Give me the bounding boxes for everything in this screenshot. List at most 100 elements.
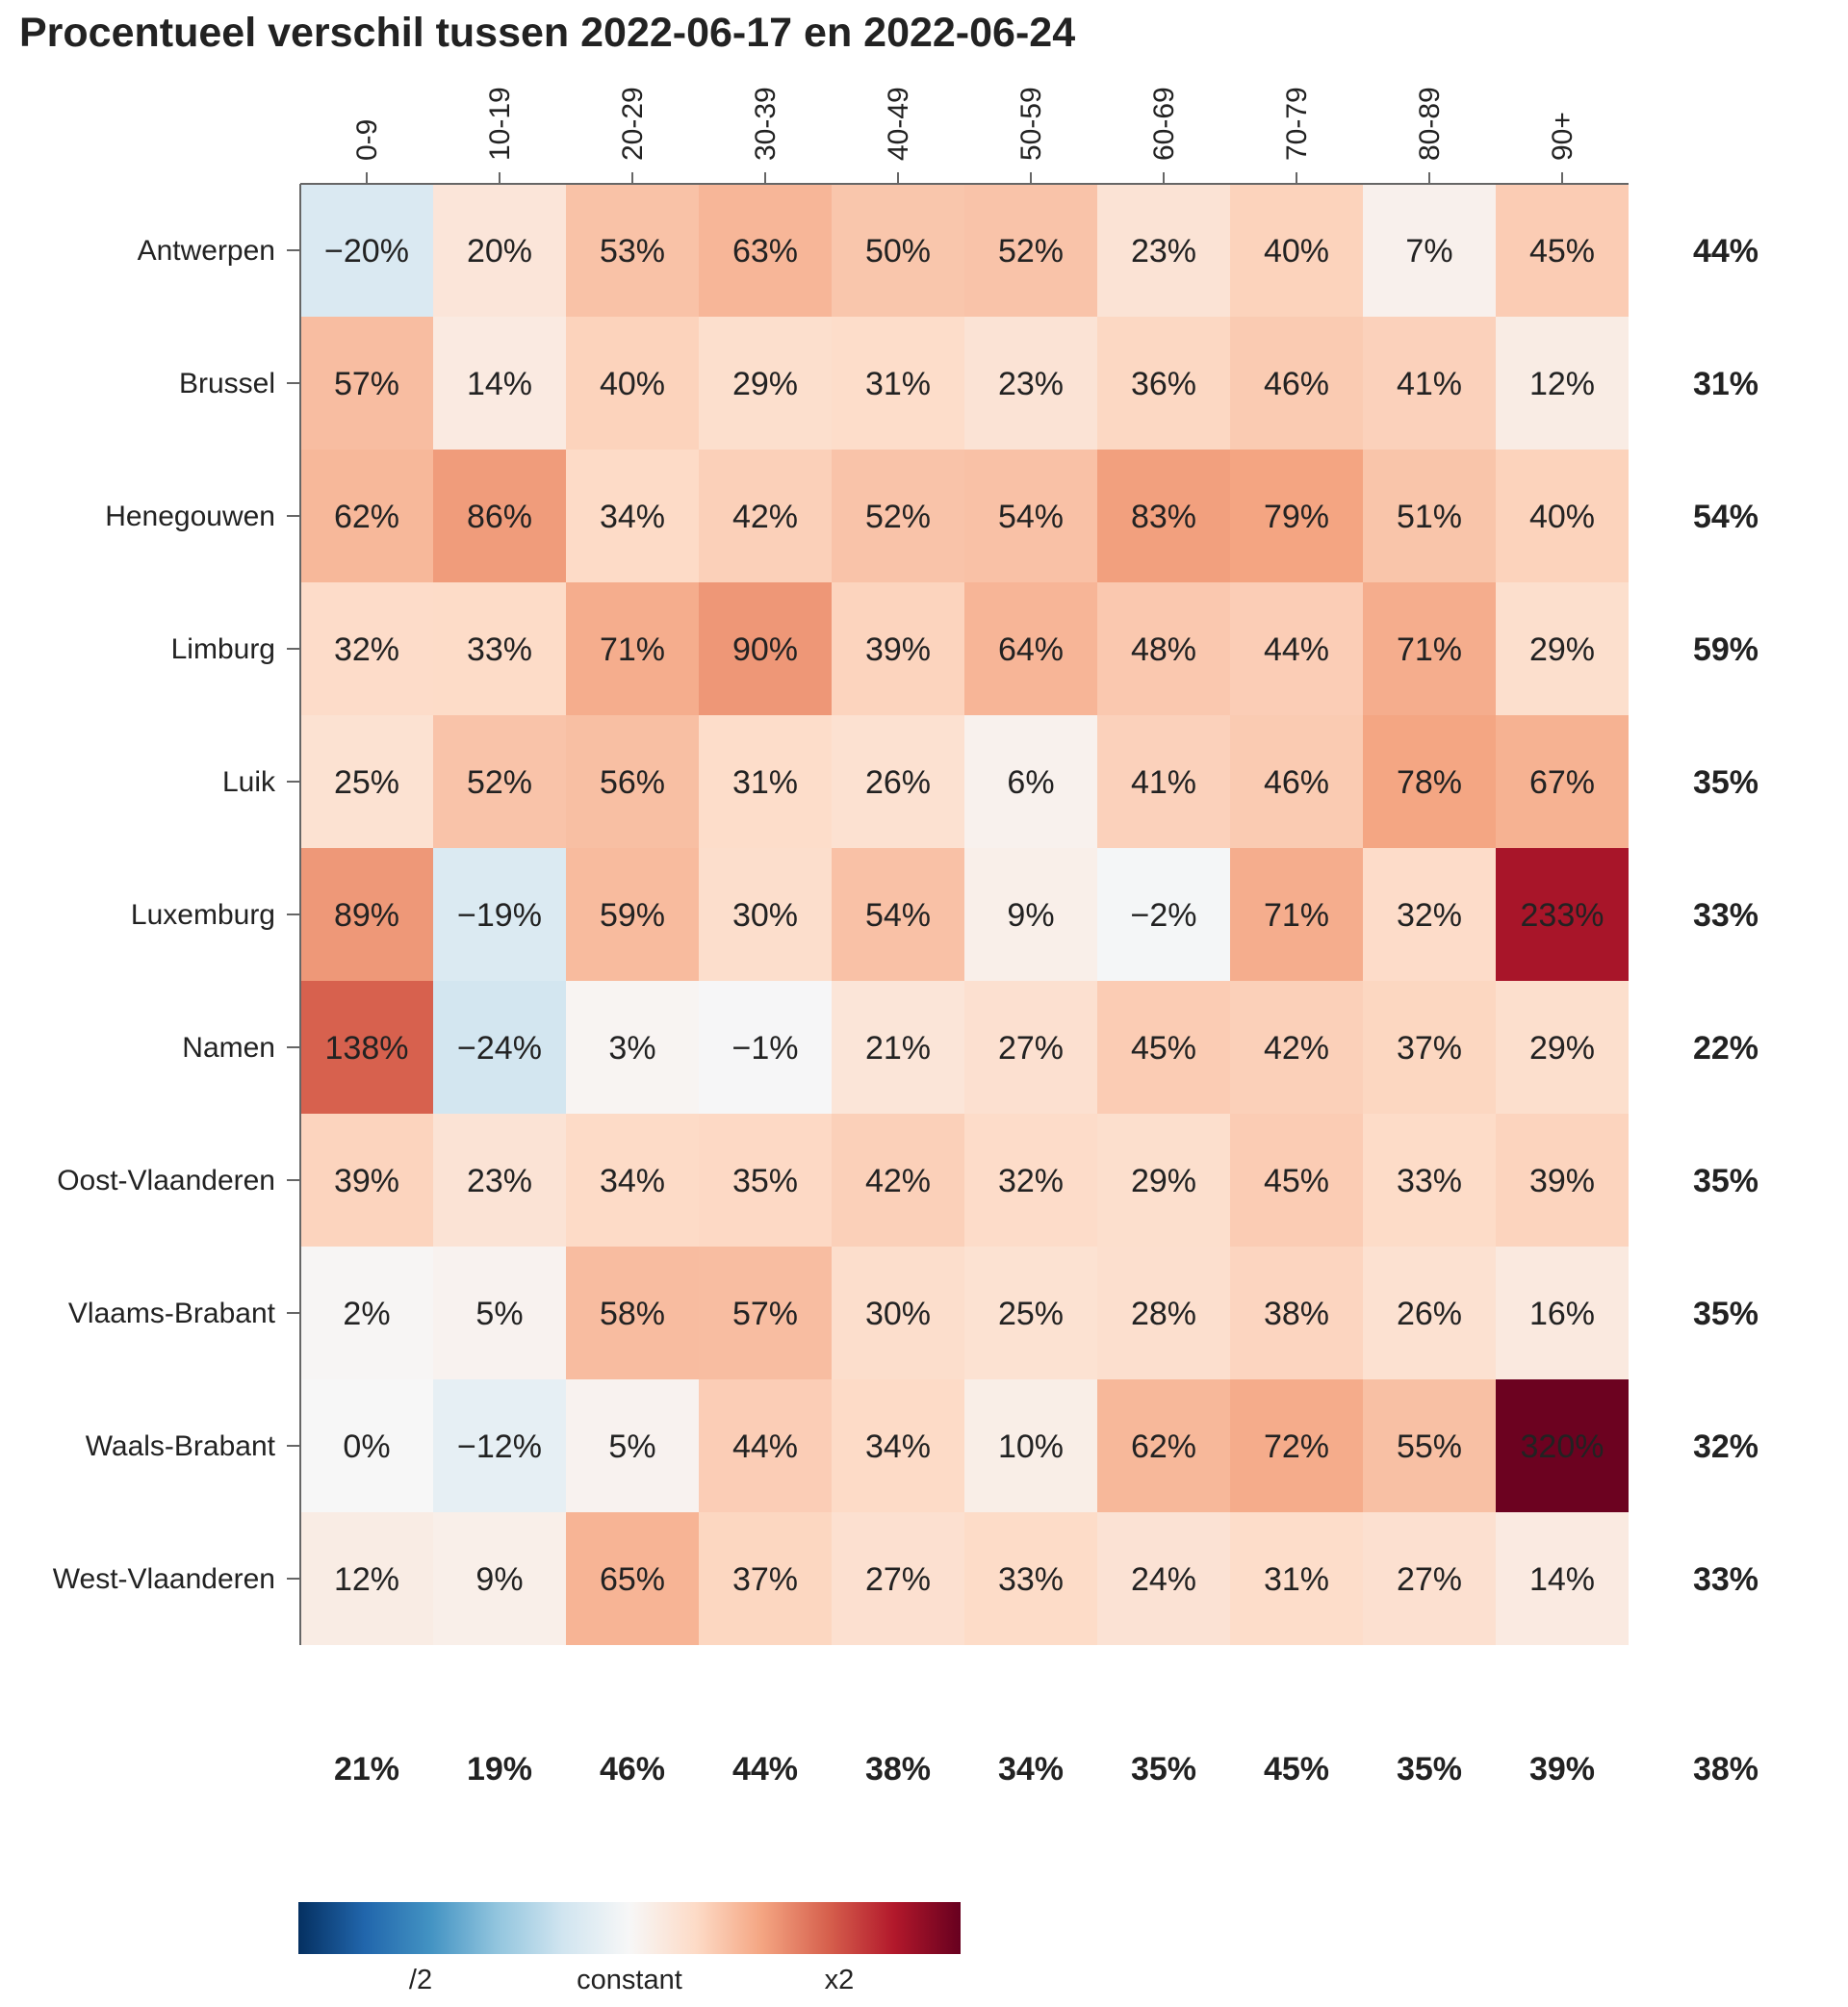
cell-value-label: 40%: [1529, 499, 1595, 535]
heatmap-cell: [1496, 184, 1629, 317]
column-total-label: 39%: [1529, 1751, 1595, 1788]
row-label: Brussel: [179, 368, 275, 399]
column-label: 90+: [1547, 112, 1578, 161]
heatmap-cell: [433, 582, 566, 715]
cell-value-label: 40%: [1264, 233, 1329, 270]
cell-value-label: −19%: [457, 897, 542, 934]
heatmap-cell: [1496, 1379, 1629, 1512]
cell-value-label: 36%: [1131, 366, 1196, 402]
grand-total: 38%: [1693, 1751, 1758, 1788]
row-total-label: 32%: [1693, 1428, 1758, 1465]
column-total-label: 34%: [998, 1751, 1064, 1788]
row-labels: Antwerpen Brussel Henegouwen Limburg Luik Lux…: [53, 235, 276, 1595]
heatmap-cells: −20% 20% 53% 63% 50% 52% 23% 40% 7% 45% 57% 14% 40% 2…: [300, 184, 1629, 1645]
cell-value-label: 25%: [998, 1296, 1064, 1332]
cell-value-label: 51%: [1397, 499, 1462, 535]
heatmap-cell: [433, 1247, 566, 1379]
cell-value-label: 29%: [732, 366, 798, 402]
cell-value-label: 39%: [1529, 1163, 1595, 1199]
heatmap-cell: [566, 1512, 699, 1645]
column-totals: 21% 19% 46% 44% 38% 34% 35% 45% 35% 39%: [334, 1751, 1595, 1788]
heatmap-cell: [1097, 1379, 1230, 1512]
heatmap-cell: [699, 317, 832, 450]
row-total-label: 22%: [1693, 1030, 1758, 1067]
heatmap-cell: [964, 1379, 1097, 1512]
heatmap-cell: [964, 848, 1097, 981]
cell-value-label: 32%: [334, 631, 399, 668]
row-label: Waals-Brabant: [86, 1430, 276, 1462]
heatmap-cell: [1230, 582, 1363, 715]
heatmap-cell: [1230, 1114, 1363, 1247]
cell-value-label: 58%: [600, 1296, 665, 1332]
cell-value-label: 138%: [325, 1030, 409, 1067]
cell-value-label: 16%: [1529, 1296, 1595, 1332]
heatmap-cell: [699, 582, 832, 715]
column-label: 50-59: [1015, 87, 1047, 161]
cell-value-label: 31%: [1264, 1561, 1329, 1598]
cell-value-label: 86%: [467, 499, 532, 535]
heatmap-cell: [300, 450, 433, 582]
cell-value-label: 24%: [1131, 1561, 1196, 1598]
cell-value-label: 53%: [600, 233, 665, 270]
heatmap-cell: [699, 184, 832, 317]
cell-value-label: 34%: [865, 1428, 931, 1465]
cell-value-label: 28%: [1131, 1296, 1196, 1332]
heatmap-cell: [1230, 715, 1363, 848]
column-total-label: 46%: [600, 1751, 665, 1788]
column-label: 10-19: [484, 87, 516, 161]
heatmap-cell: [433, 715, 566, 848]
heatmap-cell: [1496, 1114, 1629, 1247]
heatmap-cell: [300, 317, 433, 450]
heatmap-cell: [964, 715, 1097, 848]
heatmap-cell: [1097, 715, 1230, 848]
heatmap-cell: [699, 1114, 832, 1247]
cell-value-label: 7%: [1405, 233, 1452, 270]
row-label: Henegouwen: [105, 501, 275, 532]
row-label: Antwerpen: [138, 235, 275, 267]
cell-value-label: 29%: [1131, 1163, 1196, 1199]
cell-value-label: 52%: [467, 764, 532, 801]
row-total-label: 44%: [1693, 233, 1758, 270]
cell-value-label: 83%: [1131, 499, 1196, 535]
cell-value-label: 52%: [865, 499, 931, 535]
heatmap-cell: [566, 981, 699, 1114]
legend-color-bar: [298, 1902, 961, 1954]
legend-low-label: /2: [409, 1965, 432, 1995]
color-legend: /2 constant x2: [298, 1902, 961, 1995]
cell-value-label: −2%: [1131, 897, 1197, 934]
cell-value-label: 5%: [608, 1428, 655, 1465]
cell-value-label: 41%: [1397, 366, 1462, 402]
cell-value-label: 48%: [1131, 631, 1196, 668]
cell-value-label: 5%: [475, 1296, 523, 1332]
column-total-label: 21%: [334, 1751, 399, 1788]
column-total-label: 35%: [1131, 1751, 1196, 1788]
cell-value-label: 50%: [865, 233, 931, 270]
heatmap-cell: [433, 1512, 566, 1645]
cell-value-label: 42%: [865, 1163, 931, 1199]
row-total-label: 33%: [1693, 897, 1758, 934]
row-total-label: 35%: [1693, 1163, 1758, 1199]
heatmap-cell: [832, 1379, 964, 1512]
heatmap-cell: [964, 184, 1097, 317]
cell-value-label: −1%: [732, 1030, 799, 1067]
cell-value-label: 44%: [732, 1428, 798, 1465]
cell-value-label: 30%: [732, 897, 798, 934]
cell-value-label: 33%: [998, 1561, 1064, 1598]
column-label: 80-89: [1414, 87, 1446, 161]
cell-value-label: −12%: [457, 1428, 542, 1465]
heatmap-cell: [699, 848, 832, 981]
cell-value-label: 29%: [1529, 631, 1595, 668]
cell-value-label: 71%: [1264, 897, 1329, 934]
heatmap-cell: [300, 981, 433, 1114]
cell-value-label: 55%: [1397, 1428, 1462, 1465]
heatmap-cell: [300, 1512, 433, 1645]
heatmap-cell: [300, 1379, 433, 1512]
cell-value-label: 12%: [1529, 366, 1595, 402]
cell-value-label: 14%: [1529, 1561, 1595, 1598]
heatmap-cell: [1097, 848, 1230, 981]
heatmap-cell: [1363, 715, 1496, 848]
heatmap-cell: [832, 1512, 964, 1645]
heatmap-cell: [566, 715, 699, 848]
heatmap-cell: [1097, 317, 1230, 450]
heatmap-cell: [1097, 184, 1230, 317]
